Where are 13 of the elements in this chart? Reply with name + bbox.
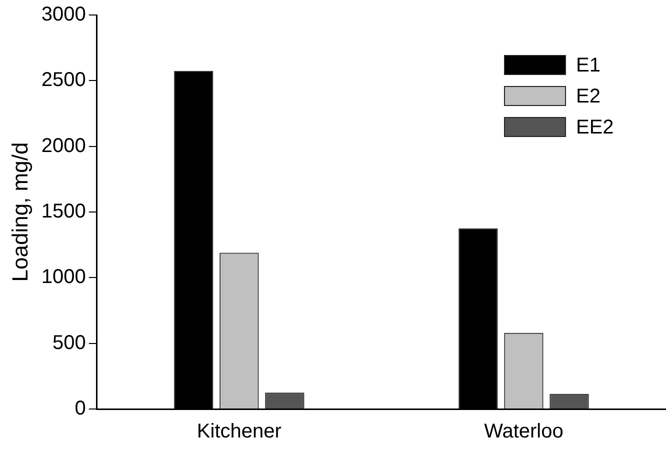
x-tick-label: Waterloo: [484, 420, 564, 443]
y-tick-label: 1000: [41, 266, 86, 288]
x-tick-label: Kitchener: [196, 420, 282, 443]
y-tick-label: 0: [74, 398, 86, 420]
y-tick-label: 1500: [41, 200, 86, 223]
y-tick-label: 2000: [41, 134, 86, 157]
legend-label: E1: [576, 54, 600, 77]
legend-label: E2: [576, 86, 600, 108]
y-tick-label: 2500: [41, 69, 86, 92]
y-tick-label: 3000: [41, 4, 86, 26]
y-axis-title: Loading, mg/d: [7, 142, 32, 282]
y-tick-label: 500: [52, 332, 86, 354]
legend-label: EE2: [576, 116, 614, 139]
